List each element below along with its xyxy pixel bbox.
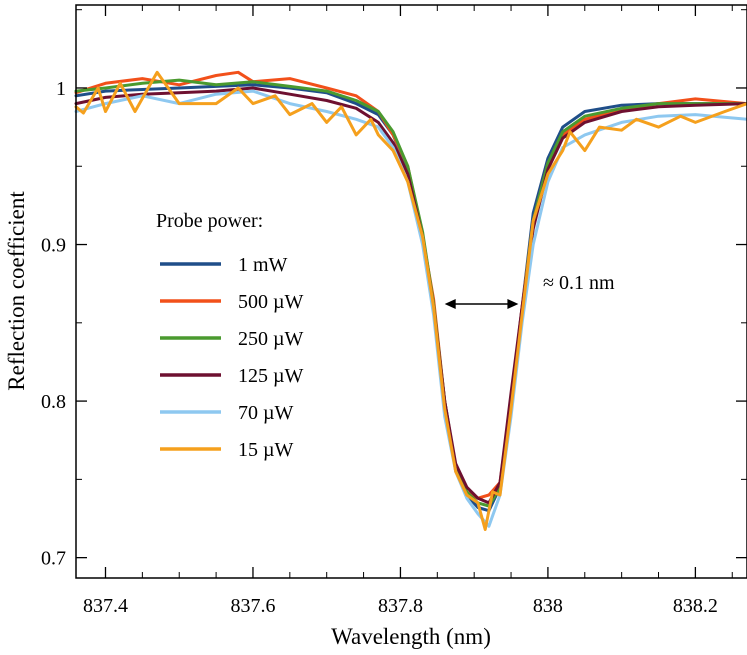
annotation-arrowhead-right <box>507 299 519 310</box>
series-line-5 <box>74 70 747 531</box>
series-line-4 <box>74 89 747 528</box>
y-tick-label: 0.9 <box>41 235 66 257</box>
legend-label-2: 250 µW <box>238 328 304 350</box>
y-tick-label: 0.8 <box>41 391 66 413</box>
plot-series <box>74 70 747 531</box>
y-tick-label: 0.7 <box>41 548 66 570</box>
y-tick-label: 1 <box>56 78 66 100</box>
legend-label-3: 125 µW <box>238 365 304 387</box>
series-line-2 <box>74 78 747 508</box>
x-tick-label: 837.4 <box>83 595 128 617</box>
x-tick-label: 838.2 <box>673 595 718 617</box>
series-line-0 <box>74 83 747 513</box>
annotation-label: ≈ 0.1 nm <box>543 272 615 294</box>
series-line-3 <box>74 86 747 505</box>
width-annotation: ≈ 0.1 nm <box>444 272 615 310</box>
legend-label-4: 70 µW <box>238 402 294 424</box>
x-tick-label: 837.6 <box>230 595 275 617</box>
plot-frame <box>75 4 747 579</box>
legend-title: Probe power: <box>156 210 263 232</box>
legend-label-0: 1 mW <box>238 254 288 276</box>
tick-labels: 837.4 837.6 837.8 838 838.2 0.7 0.8 0.9 1 <box>41 78 718 617</box>
x-axis-title: Wavelength (nm) <box>331 624 491 649</box>
x-tick-label: 838 <box>533 595 563 617</box>
axis-ticks <box>76 5 747 578</box>
annotation-arrowhead-left <box>444 299 456 310</box>
x-tick-label: 837.8 <box>378 595 423 617</box>
legend-label-5: 15 µW <box>238 439 294 461</box>
legend: Probe power: 1 mW 500 µW 250 µW 125 µW 70 µW… <box>156 210 304 461</box>
legend-label-1: 500 µW <box>238 291 304 313</box>
y-axis-title: Reflection coefficient <box>4 191 29 391</box>
series-line-1 <box>74 70 747 500</box>
